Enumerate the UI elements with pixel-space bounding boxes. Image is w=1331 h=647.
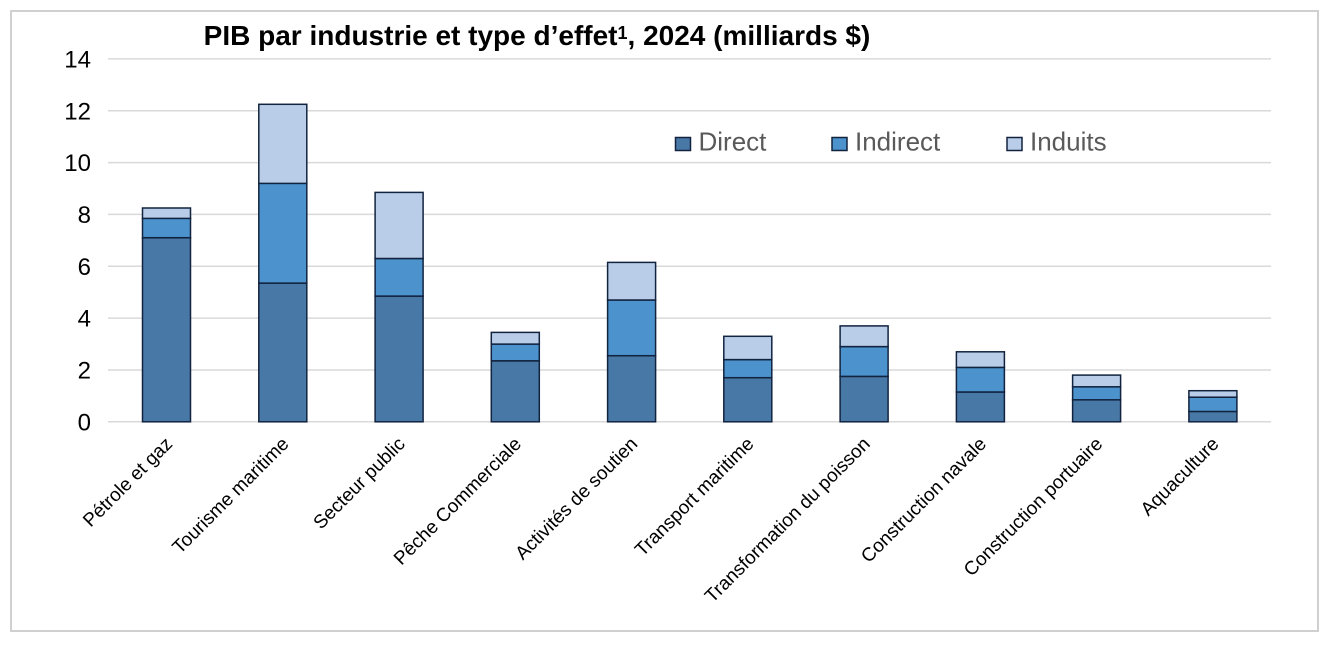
svg-text:Indirect: Indirect — [855, 127, 941, 157]
svg-text:14: 14 — [64, 46, 91, 73]
svg-text:Induits: Induits — [1030, 127, 1107, 157]
svg-text:6: 6 — [78, 254, 91, 281]
svg-text:12: 12 — [64, 98, 91, 125]
svg-text:4: 4 — [78, 306, 91, 333]
svg-text:PIB par industrie et type d’ef: PIB par industrie et type d’effet1, 2024… — [204, 20, 871, 51]
svg-text:Direct: Direct — [699, 127, 768, 157]
svg-text:10: 10 — [64, 150, 91, 177]
svg-text:2: 2 — [78, 358, 91, 385]
svg-text:0: 0 — [78, 409, 91, 436]
svg-text:8: 8 — [78, 202, 91, 229]
